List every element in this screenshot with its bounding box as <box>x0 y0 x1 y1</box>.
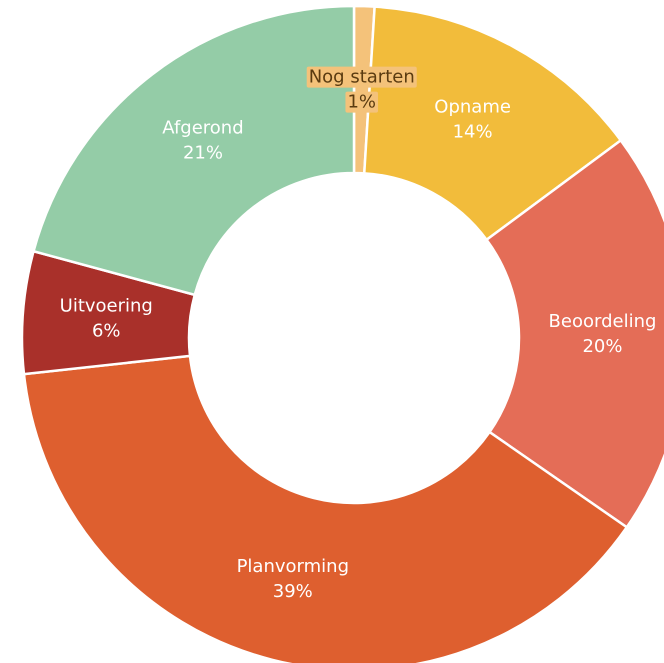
slice-label: Nog starten 1% <box>306 66 417 113</box>
slice <box>484 138 664 529</box>
slice-label: Planvorming 39% <box>237 556 349 602</box>
category-label: Beoordeling <box>549 311 657 332</box>
slice-label: Beoordeling 20% <box>549 311 657 357</box>
slice-label: Opname 14% <box>434 97 511 143</box>
slice-label: Afgerond 21% <box>162 118 243 164</box>
slice <box>22 354 629 663</box>
category-label: Nog starten <box>309 67 415 88</box>
value-label: 14% <box>453 122 493 143</box>
value-label: 1% <box>347 92 376 113</box>
value-label: 21% <box>183 143 223 164</box>
value-label: 39% <box>273 581 313 602</box>
label-background <box>306 66 417 88</box>
slice-label: Uitvoering 6% <box>60 296 153 342</box>
category-label: Afgerond <box>162 118 243 139</box>
category-label: Uitvoering <box>60 296 153 317</box>
category-label: Opname <box>434 97 511 118</box>
category-label: Planvorming <box>237 556 349 577</box>
label-background <box>345 91 379 113</box>
slice <box>32 4 356 297</box>
slice <box>362 5 623 242</box>
value-label: 20% <box>582 336 622 357</box>
value-label: 6% <box>92 321 121 342</box>
